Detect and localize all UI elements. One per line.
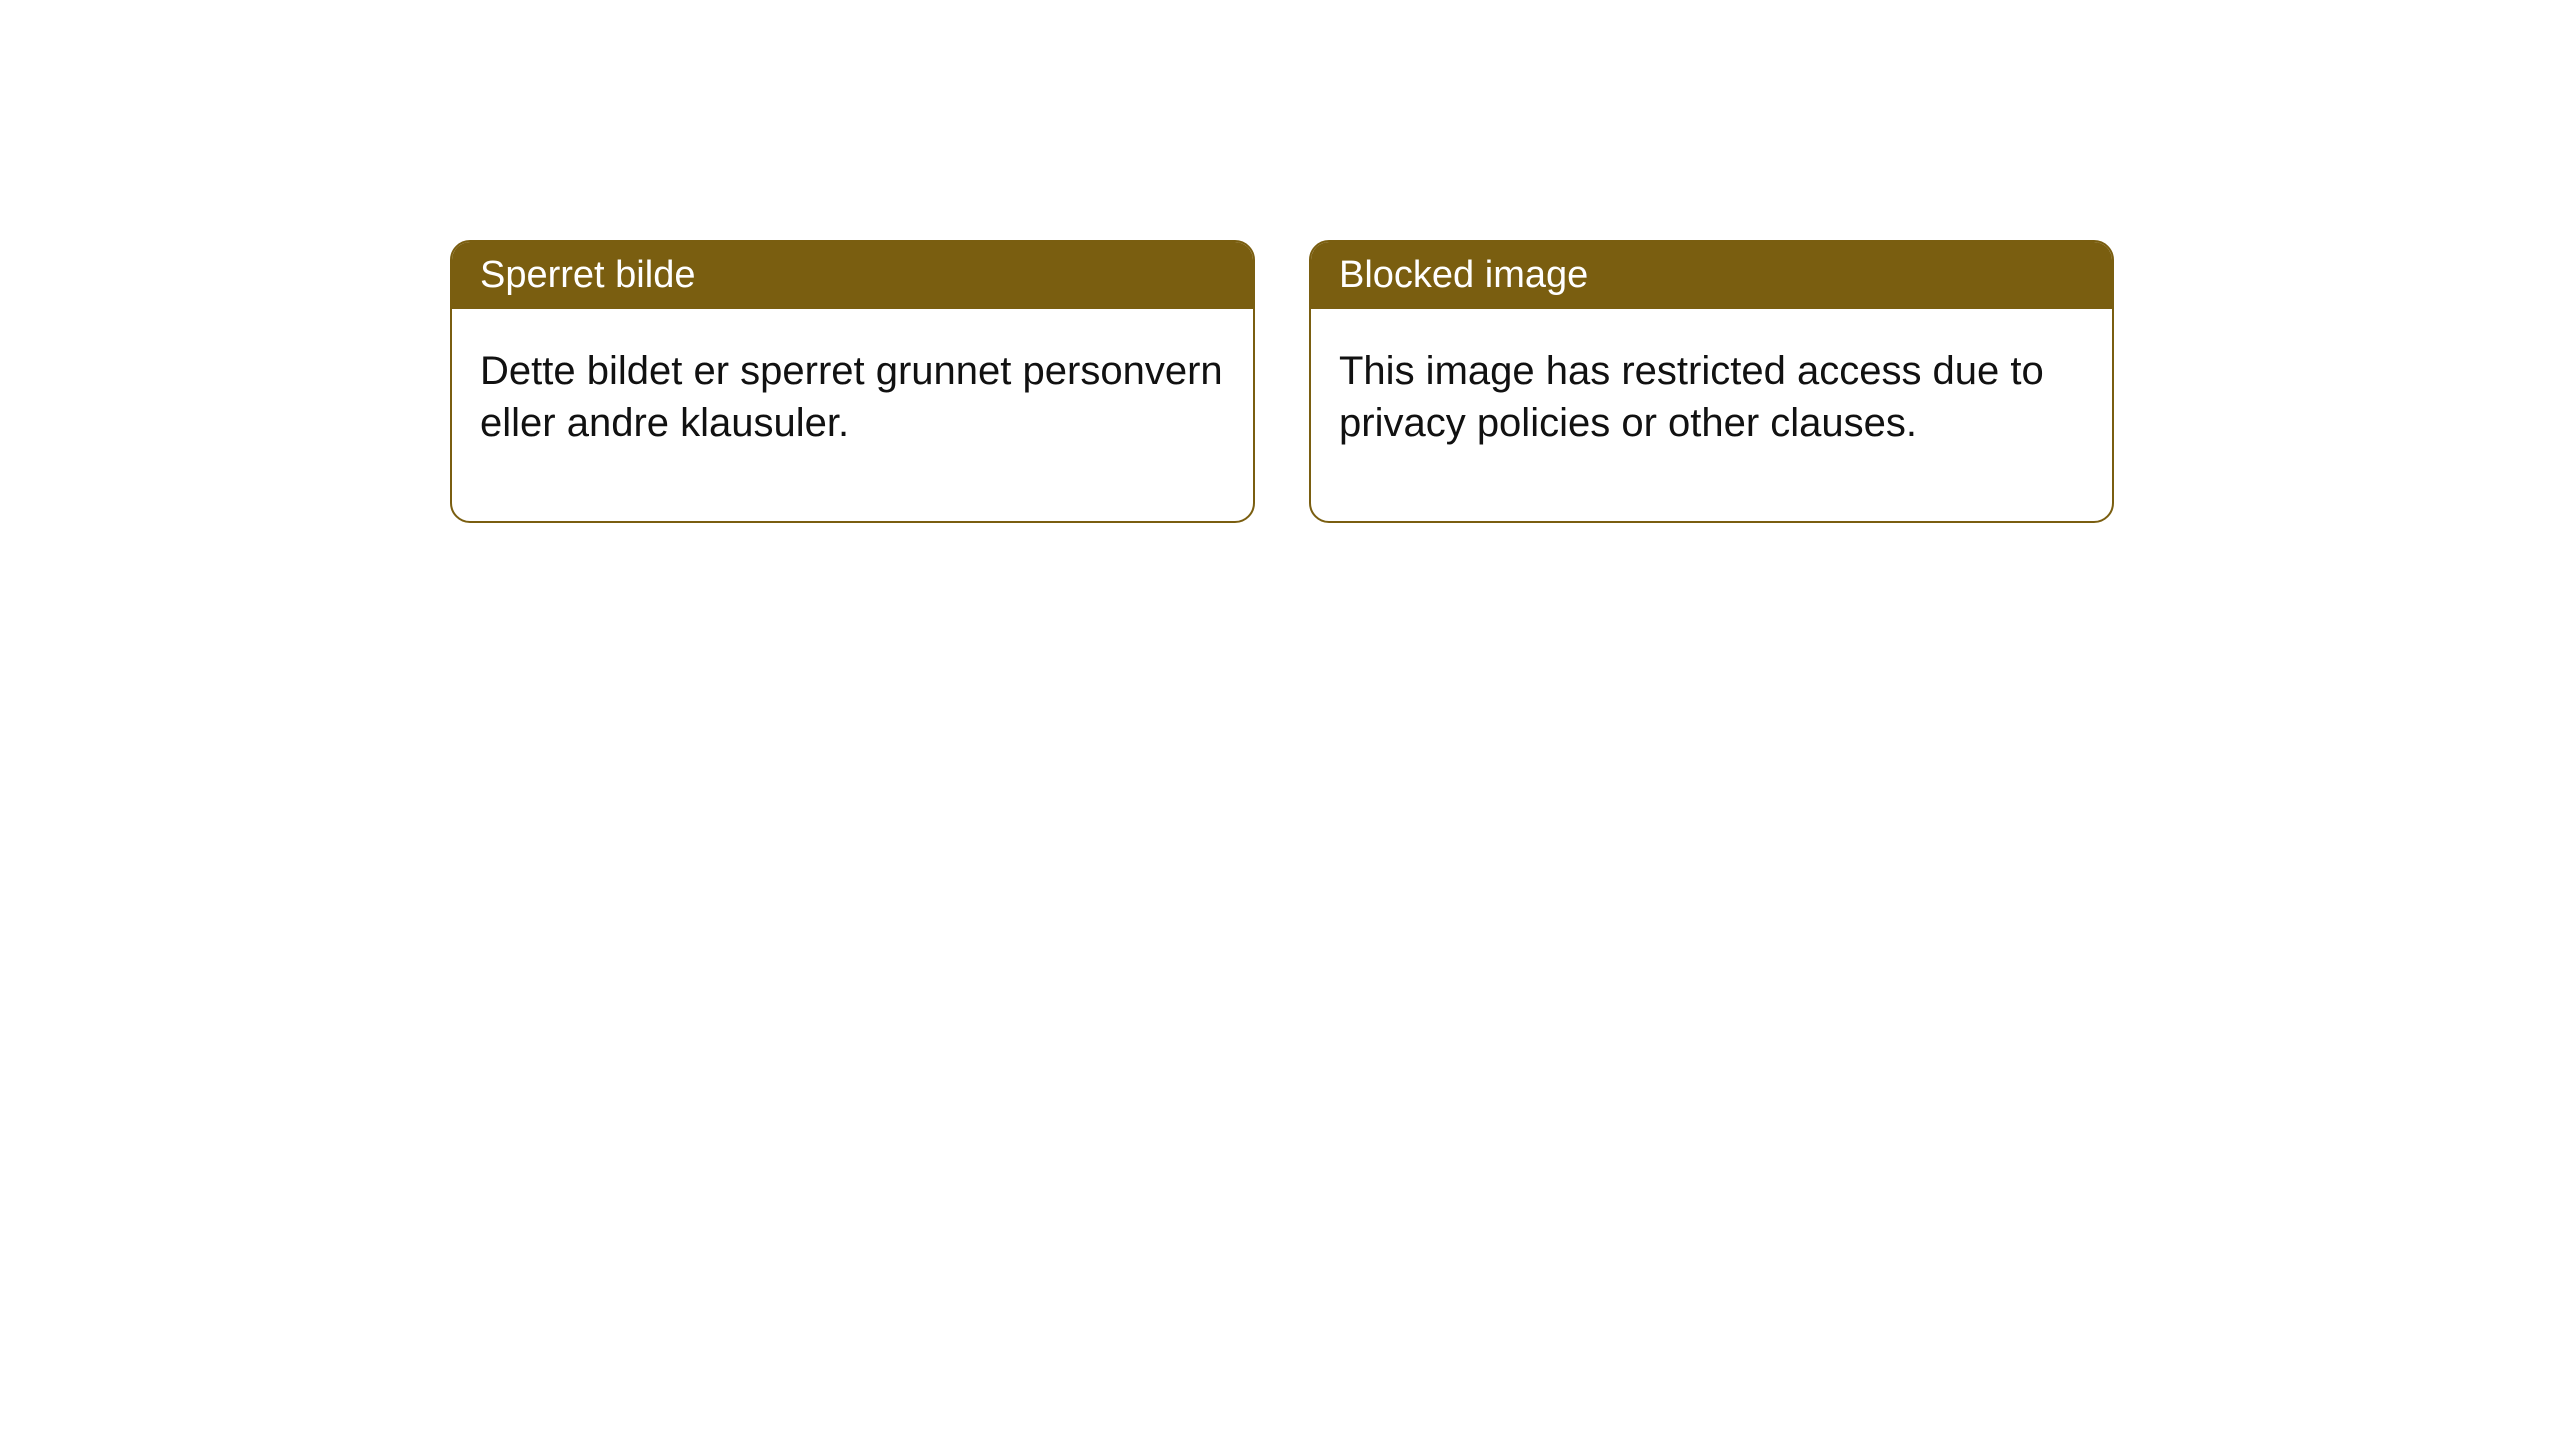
notice-text: This image has restricted access due to … xyxy=(1339,349,2044,445)
notice-title: Blocked image xyxy=(1339,254,1588,296)
notice-card-english: Blocked image This image has restricted … xyxy=(1309,240,2114,523)
notice-text: Dette bildet er sperret grunnet personve… xyxy=(480,349,1223,445)
notice-body: This image has restricted access due to … xyxy=(1311,309,2112,521)
notice-title: Sperret bilde xyxy=(480,254,695,296)
notice-container: Sperret bilde Dette bildet er sperret gr… xyxy=(450,240,2560,523)
notice-body: Dette bildet er sperret grunnet personve… xyxy=(452,309,1253,521)
notice-card-norwegian: Sperret bilde Dette bildet er sperret gr… xyxy=(450,240,1255,523)
notice-header: Blocked image xyxy=(1311,242,2112,309)
notice-header: Sperret bilde xyxy=(452,242,1253,309)
